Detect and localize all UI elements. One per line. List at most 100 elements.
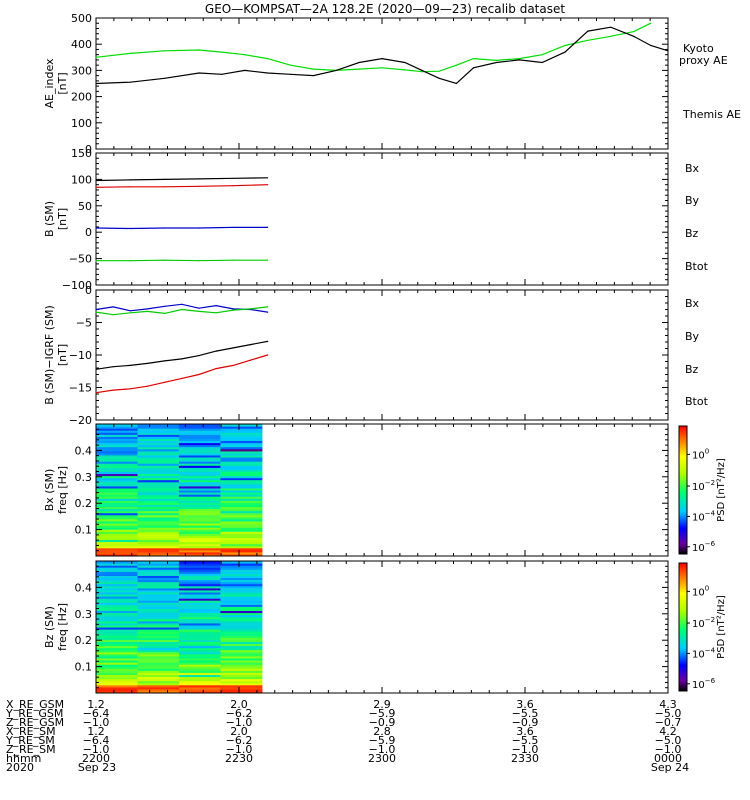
spectrogram-cell bbox=[178, 485, 221, 489]
spectrogram-cell bbox=[220, 565, 263, 568]
data-point bbox=[232, 177, 234, 179]
data-point bbox=[633, 31, 635, 33]
data-point bbox=[95, 227, 97, 229]
data-point bbox=[267, 306, 269, 308]
spectrogram-cell bbox=[178, 567, 221, 570]
spectrogram-cell bbox=[96, 575, 138, 578]
label-btot: Btot bbox=[685, 260, 709, 273]
spectrogram-cell bbox=[178, 649, 221, 653]
spectrogram-cell bbox=[137, 442, 180, 446]
spectrogram-cell bbox=[137, 520, 180, 524]
spectrogram-cell bbox=[220, 624, 263, 628]
spectrogram-cell bbox=[178, 490, 221, 493]
data-point bbox=[129, 81, 131, 83]
spectrogram-cell bbox=[220, 614, 263, 618]
spectrogram-cell bbox=[178, 591, 221, 595]
spectrogram-cell bbox=[220, 459, 263, 462]
spectrogram-cell bbox=[220, 529, 263, 532]
spectrogram-cell bbox=[178, 510, 221, 514]
footer-value: 3.6 bbox=[516, 698, 534, 711]
spectrogram-cell bbox=[96, 549, 138, 553]
spectrogram-cell bbox=[178, 525, 221, 528]
spectrogram-cell bbox=[220, 485, 263, 489]
spectrogram-cell bbox=[96, 629, 138, 632]
data-point bbox=[249, 308, 251, 310]
colorbar-5: 100 10−2 10−4 10−6 PSD [nT²/Hz] bbox=[678, 562, 727, 692]
spectrogram-cell bbox=[96, 533, 138, 536]
spectrogram-cell bbox=[220, 452, 263, 456]
y-tick-label: 0.1 bbox=[75, 524, 93, 537]
spectrogram-cell bbox=[220, 670, 263, 673]
spectrogram-cell bbox=[178, 596, 221, 599]
spectrogram-cell bbox=[96, 637, 138, 640]
spectrogram-cell bbox=[137, 446, 180, 450]
spectrogram-cell bbox=[137, 662, 180, 665]
spectrogram-cell bbox=[137, 490, 180, 493]
spectrogram-cell bbox=[178, 680, 221, 684]
footer-value: −1.0 bbox=[226, 743, 253, 756]
spectrogram-cell bbox=[96, 561, 138, 564]
spectrogram-cell bbox=[137, 533, 180, 536]
spectrogram-cell bbox=[178, 461, 221, 464]
spectrogram-cell bbox=[178, 635, 221, 638]
spectrogram-cell bbox=[96, 426, 138, 429]
spectrogram-cell bbox=[96, 585, 138, 589]
spectrogram-cell bbox=[137, 649, 180, 653]
data-point bbox=[215, 350, 217, 352]
data-point bbox=[650, 44, 652, 47]
y-tick-label: 0.1 bbox=[75, 661, 93, 674]
spectrogram-cell bbox=[220, 487, 263, 491]
colorbar-tick-label: 100 bbox=[692, 447, 709, 461]
spectrogram-cell bbox=[96, 506, 138, 510]
spectrogram-cell bbox=[96, 571, 138, 574]
footer-value: −5.5 bbox=[512, 734, 539, 747]
spectrogram-cell bbox=[220, 620, 263, 624]
spectrogram-cell bbox=[178, 465, 221, 468]
data-point bbox=[564, 44, 566, 47]
spectrogram-cell bbox=[137, 579, 180, 583]
y-tick-label: 0.3 bbox=[75, 471, 93, 484]
data-point bbox=[267, 184, 269, 186]
spectrogram-cell bbox=[220, 506, 263, 510]
spectrogram-cell bbox=[220, 533, 263, 536]
data-point bbox=[267, 340, 269, 342]
data-point bbox=[610, 35, 612, 37]
spectrogram-cell bbox=[220, 631, 263, 634]
spectrogram-cell bbox=[96, 624, 138, 628]
spectrogram-cell bbox=[220, 454, 263, 458]
footer-value: −5.5 bbox=[512, 707, 539, 720]
spectrogram-cell bbox=[137, 637, 180, 640]
spectrogram-cell bbox=[137, 641, 180, 644]
spectrogram-cell bbox=[137, 610, 180, 614]
spectrogram-cell bbox=[220, 496, 263, 499]
spectrogram-cell bbox=[220, 571, 263, 574]
colorbar-label: PSD [nT²/Hz] bbox=[716, 595, 727, 659]
data-point bbox=[541, 61, 543, 64]
spectrogram-cell bbox=[137, 585, 180, 589]
footer-value: −5.9 bbox=[369, 707, 396, 720]
spectrogram-cell bbox=[137, 620, 180, 624]
spectrogram-cell bbox=[137, 676, 180, 680]
spectrogram-cell bbox=[178, 539, 221, 543]
spectrogram-cell bbox=[137, 487, 180, 491]
spectrogram-cell bbox=[178, 477, 221, 481]
spectrogram-cell bbox=[137, 506, 180, 510]
spectrogram-cell bbox=[220, 551, 263, 555]
data-point bbox=[518, 58, 520, 60]
spectrogram-cell bbox=[96, 581, 138, 585]
spectrogram-cell bbox=[178, 434, 221, 437]
data-point bbox=[495, 61, 497, 64]
spectrogram-cell bbox=[96, 479, 138, 483]
data-point bbox=[232, 226, 234, 228]
colorbar-tick-label: 10−4 bbox=[692, 509, 716, 523]
ephemeris-footer: X_RE_GSMY_RE_GSMZ_RE_GSMX_RE_SMY_RE_SMZ_… bbox=[5, 698, 689, 774]
spectrogram-cell bbox=[96, 535, 138, 538]
spectrogram-cell bbox=[178, 651, 221, 655]
spectrogram-cell bbox=[220, 587, 263, 591]
spectrogram-cell bbox=[96, 680, 138, 684]
data-point bbox=[129, 364, 131, 366]
spectrogram-4 bbox=[96, 424, 263, 557]
data-point bbox=[198, 72, 200, 74]
spectrogram-cell bbox=[220, 434, 263, 437]
spectrogram-cell bbox=[178, 594, 221, 597]
